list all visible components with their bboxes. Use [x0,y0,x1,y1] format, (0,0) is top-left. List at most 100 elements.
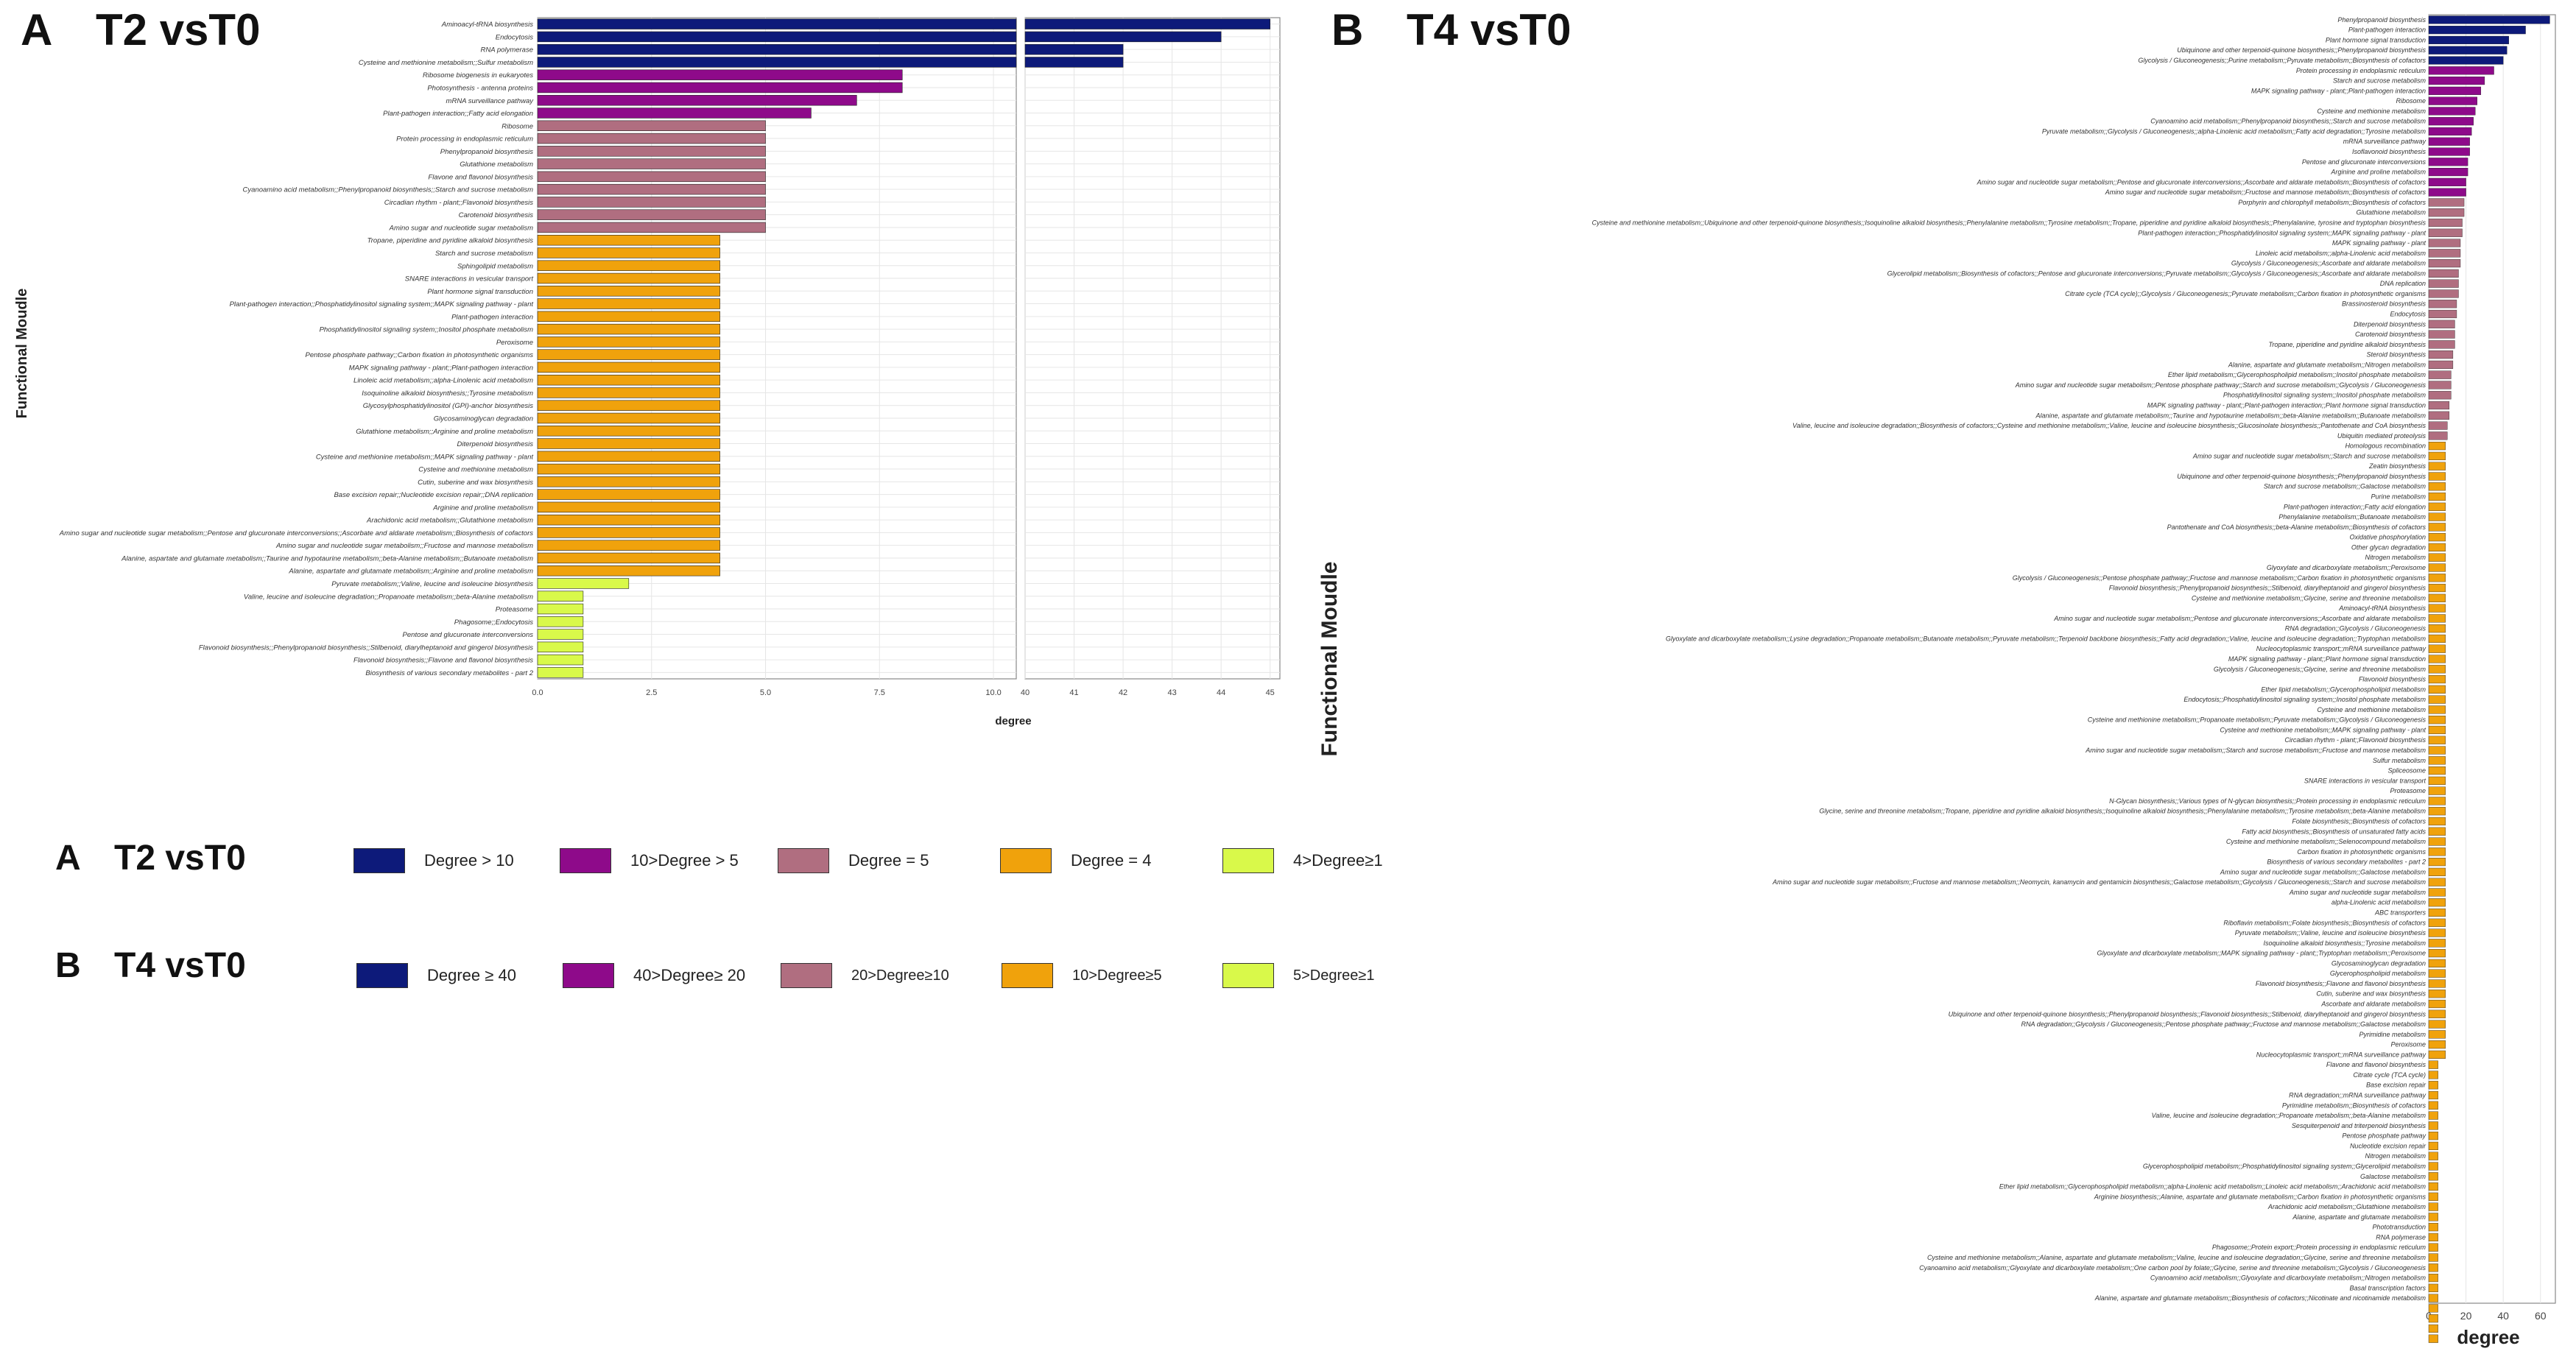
chart-t4-vs-t0: 0204060Phenylpropanoid biosynthesisPlant… [1317,14,2556,1348]
bar [537,641,584,653]
bar [537,667,584,678]
bar [2428,533,2446,542]
bar-continued [1024,43,1124,55]
y-tick-label: Glycosaminoglycan degradation [2332,959,2426,967]
bar [537,565,720,577]
y-tick-label: Phosphatidylinositol signaling system;;I… [2223,392,2427,399]
bar [537,197,766,208]
legend-b-label-2: 40>Degree≥ 20 [633,966,746,984]
legend-a-label-3: Degree = 5 [848,851,929,870]
y-tick-label: Pentose and glucuronate interconversions [403,631,534,639]
bar [2428,990,2446,998]
bar [537,146,766,157]
y-tick-label: Cysteine and methionine metabolism;;Alan… [1927,1254,2427,1261]
bar [2428,1020,2446,1029]
y-tick-label: Pyrimidine metabolism [2359,1031,2426,1038]
bar [2428,279,2459,288]
plot-area-right [1024,17,1281,680]
bar [2428,867,2446,876]
bar [2428,492,2446,501]
y-tick-label: Ether lipid metabolism;;Glycerophospholi… [1999,1183,2427,1191]
bar [537,120,766,131]
y-tick-label: Cysteine and methionine metabolism;;Ubiq… [1592,219,2427,226]
y-tick-label: Sphingolipid metabolism [457,262,533,270]
y-tick-label: Alanine, aspartate and glutamate metabol… [2094,1294,2427,1302]
y-tick-label: Phenylalanine metabolism;;Butanoate meta… [2278,513,2426,521]
y-tick-label: Pentose phosphate pathway;;Carbon fixati… [306,351,534,359]
y-tick-label: Cysteine and methionine metabolism [418,466,533,474]
legend-b-item: 20>Degree≥10 [781,963,949,988]
legend-a-item: 4>Degree≥1 [1222,848,1383,873]
y-tick-label: Ribosome [502,122,533,130]
y-tick-label: Flavonoid biosynthesis;;Phenylpropanoid … [199,644,533,652]
y-tick-label: MAPK signaling pathway - plant;;Plant-pa… [2147,402,2426,409]
y-tick-label: Steroid biosynthesis [2366,351,2426,359]
y-tick-label: MAPK signaling pathway - plant;;Plant-pa… [2251,87,2426,94]
bar [537,540,720,551]
bar [2428,1233,2438,1242]
y-tick-label: RNA degradation;;Glycolysis / Gluconeoge… [2021,1020,2427,1028]
y-tick-label: Valine, leucine and isoleucine degradati… [2152,1112,2427,1119]
y-tick-label: Ether lipid metabolism;;Glycerophospholi… [2168,371,2427,378]
bar [537,183,766,195]
bar [2428,168,2468,177]
y-tick-label: ABC transporters [2374,909,2427,916]
y-tick-label: Peroxisome [2390,1041,2426,1048]
bar [537,222,766,233]
legend-b-item: Degree ≥ 40 [356,963,516,988]
bar [2428,858,2446,867]
y-tick-label: Ascorbate and aldarate metabolism [2320,1001,2426,1008]
legend-a-swatch-1 [353,848,405,873]
y-tick-label: Diterpenoid biosynthesis [457,440,533,448]
y-tick-label: Cysteine and methionine metabolism;;Sulf… [359,59,533,67]
bar [2428,797,2446,805]
bar [2428,512,2446,521]
y-tick-label: Porphyrin and chlorophyll metabolism;;Bi… [2238,199,2426,206]
bar [2428,695,2446,704]
y-tick-label: Glutathione metabolism;;Arginine and pro… [356,428,533,436]
y-tick-label: MAPK signaling pathway - plant [2332,239,2427,247]
legend-b-swatch-2 [563,963,614,988]
bar [2428,259,2461,268]
y-tick-label: Amino sugar and nucleotide sugar metabol… [2192,452,2427,459]
y-tick-label: Amino sugar and nucleotide sugar metabol… [2105,188,2427,196]
y-tick-label: Flavonoid biosynthesis;;Phenylpropanoid … [2109,585,2427,592]
x-tick-label: 42 [1119,688,1127,697]
y-tick-label: Alanine, aspartate and glutamate metabol… [2228,361,2427,368]
bar [2428,1162,2438,1171]
bar [2428,553,2446,562]
y-tick-label: Spliceosome [2387,767,2426,775]
x-axis-label: degree [995,715,1031,727]
y-tick-label: Amino sugar and nucleotide sugar metabol… [2015,381,2427,389]
bar [2428,939,2446,948]
bar [537,578,630,589]
bar [2428,370,2452,379]
y-tick-label: Sulfur metabolism [2373,757,2427,764]
y-tick-label: Cyanoamino acid metabolism;;Phenylpropan… [2150,118,2426,125]
bar [2428,705,2446,714]
y-tick-label: Arginine and proline metabolism [432,504,533,512]
bar [537,629,584,640]
legend-b-title: T4 vsT0 [114,946,246,985]
bar [537,362,720,373]
bar [2428,1090,2438,1100]
x-tick-label: 40 [1021,688,1030,697]
bar [2428,999,2446,1009]
bar [2428,674,2446,684]
bar [2428,188,2466,197]
bar [537,400,720,411]
bar [2428,1152,2438,1160]
bar [2428,523,2446,532]
bar [2428,614,2446,623]
y-tick-label: Glycolysis / Gluconeogenesis;;Purine met… [2138,57,2426,64]
bar [2428,66,2494,75]
bar [2428,949,2446,958]
bar [2428,411,2450,420]
bar [2428,1182,2438,1191]
bar [2428,1141,2438,1150]
bar [537,489,720,500]
bar [2428,756,2446,765]
bar [537,286,720,297]
bar [2428,624,2446,633]
panel-a-title: T2 vsT0 [96,5,261,54]
